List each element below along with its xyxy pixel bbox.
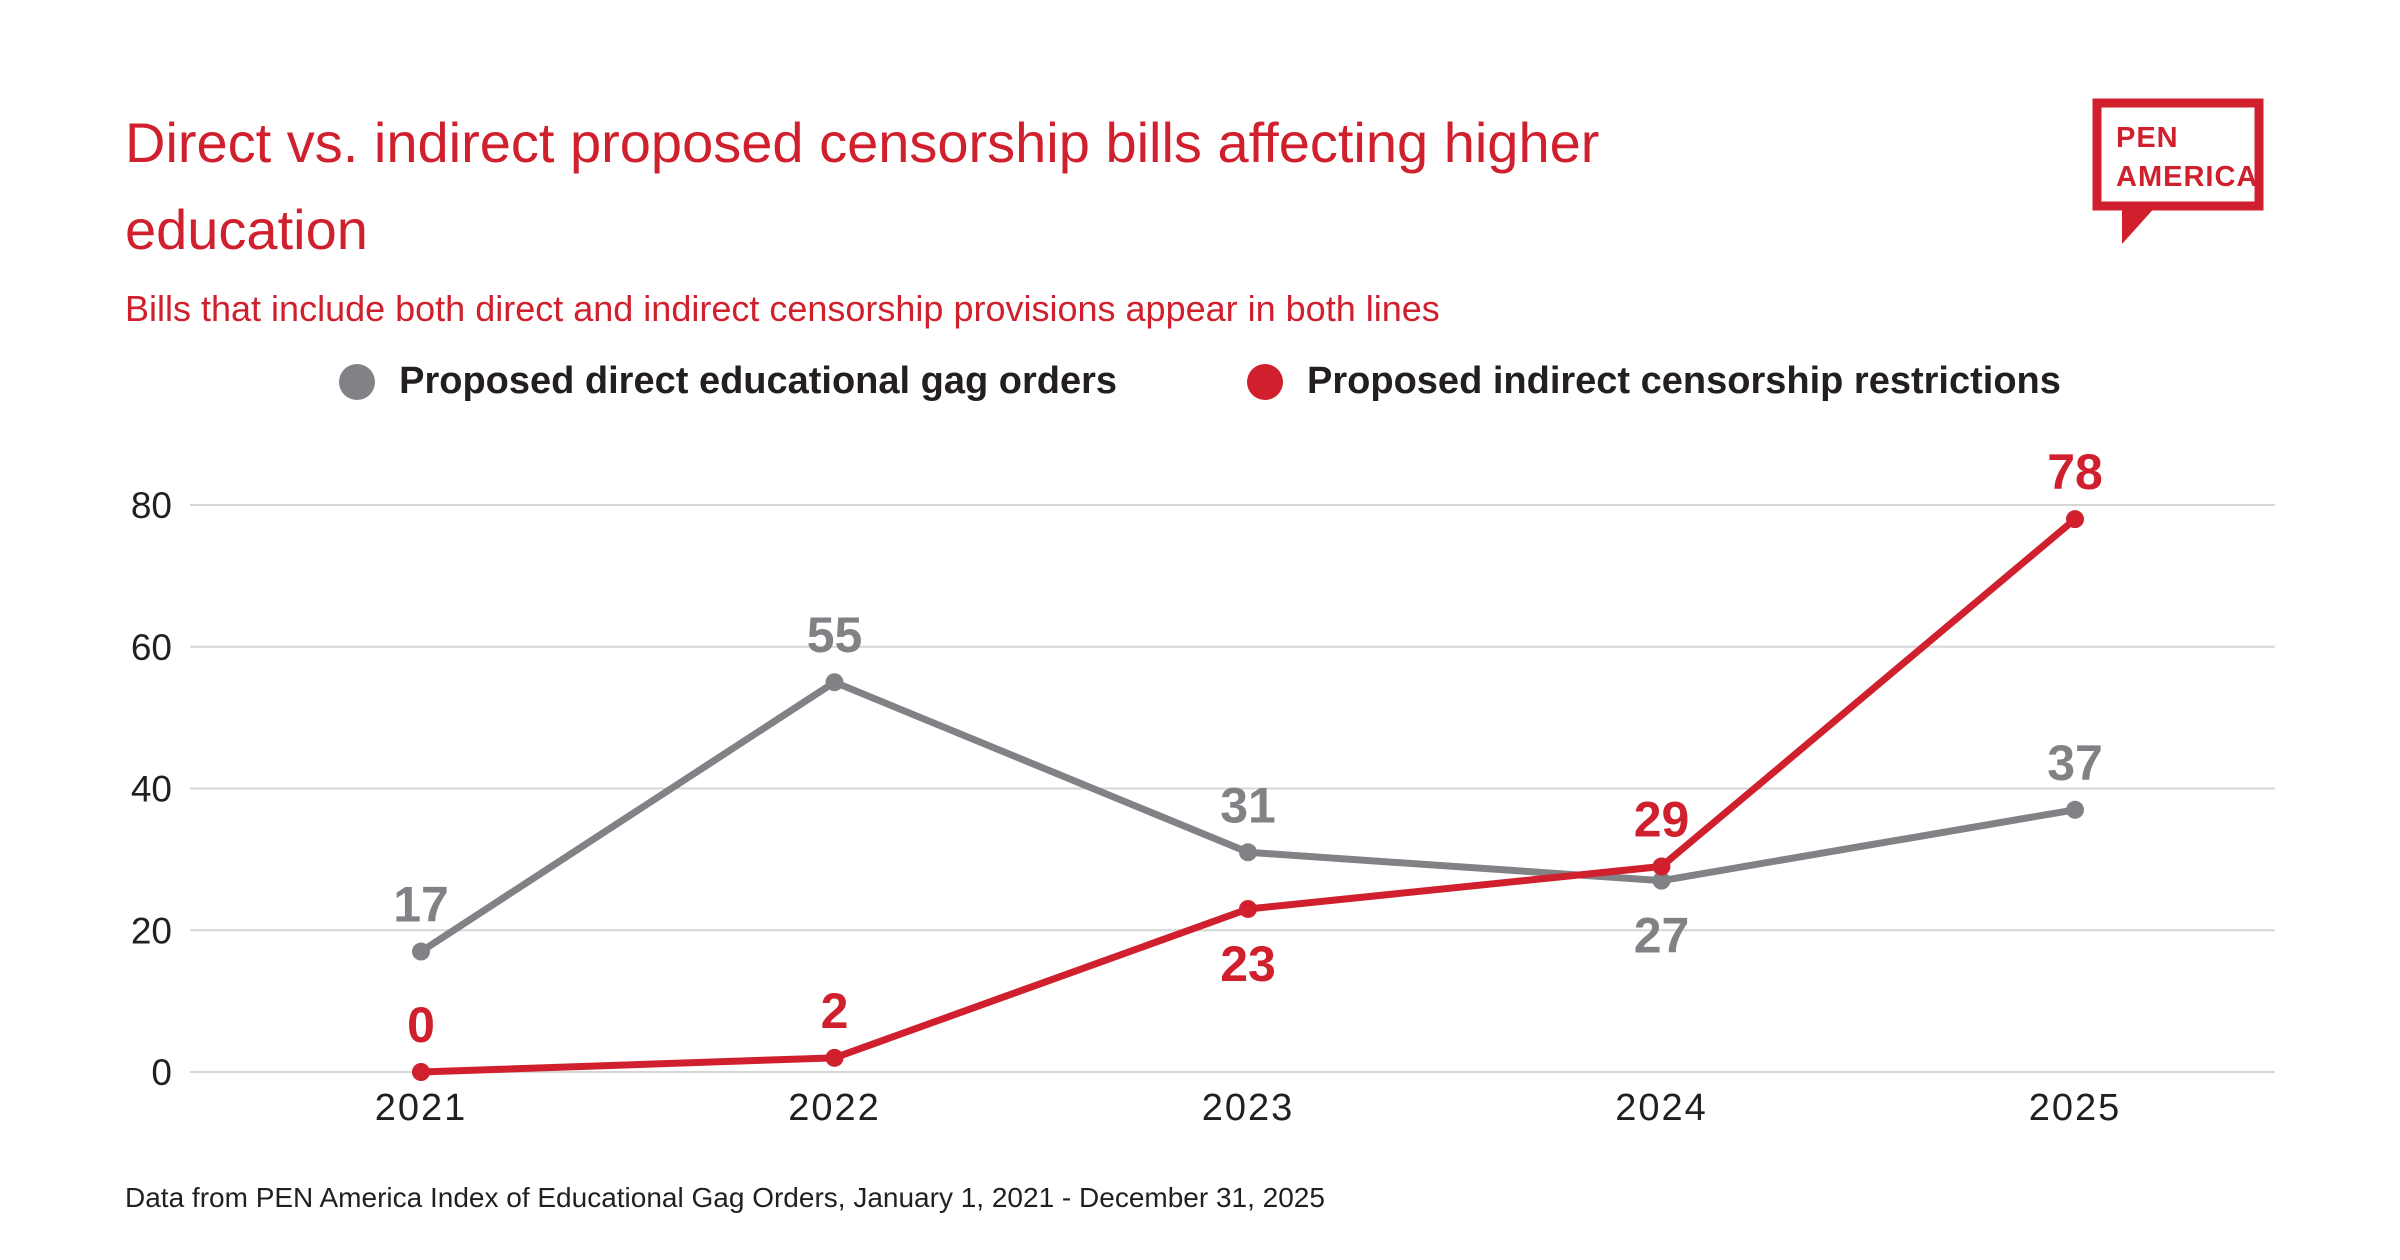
pen-america-logo: PEN AMERICA	[2092, 98, 2264, 244]
data-label: 2	[821, 983, 849, 1039]
data-point	[412, 942, 430, 961]
data-point	[2066, 510, 2084, 529]
y-tick-80: 80	[131, 485, 172, 526]
y-tick-60: 60	[131, 627, 172, 668]
logo-text-line2: AMERICA	[2116, 161, 2258, 193]
data-label: 17	[393, 877, 449, 933]
data-source-note: Data from PEN America Index of Education…	[125, 1182, 1325, 1213]
x-label-2024: 2024	[1615, 1087, 1708, 1129]
data-point	[1239, 843, 1257, 862]
y-tick-20: 20	[131, 910, 172, 951]
x-label-2025: 2025	[2029, 1087, 2122, 1129]
y-tick-0: 0	[151, 1052, 172, 1093]
x-label-2023: 2023	[1202, 1087, 1295, 1129]
legend-item-direct: Proposed direct educational gag orders	[339, 360, 1117, 403]
legend: Proposed direct educational gag orders P…	[0, 360, 2400, 403]
data-point	[825, 1048, 844, 1067]
data-label: 29	[1634, 791, 1690, 847]
data-label: 37	[2047, 735, 2103, 791]
logo-bubble-tail	[2122, 204, 2158, 244]
legend-label-direct: Proposed direct educational gag orders	[399, 360, 1118, 402]
data-point	[1239, 899, 1257, 918]
data-point	[2066, 800, 2084, 819]
x-label-2022: 2022	[788, 1087, 881, 1129]
line-chart: 0 20 40 60 80 2021 2022 2023 2024 2025 17 55 31 27 37 0…	[0, 430, 2400, 1150]
logo-bubble-outline	[2092, 98, 2264, 211]
data-label: 78	[2047, 444, 2103, 500]
chart-subtitle: Bills that include both direct and indir…	[125, 288, 1440, 329]
legend-dot-indirect	[1247, 363, 1284, 400]
chart-title: Direct vs. indirect proposed censorship …	[125, 111, 1600, 261]
x-label-2021: 2021	[375, 1087, 468, 1129]
legend-label-indirect: Proposed indirect censorship restriction…	[1307, 360, 2061, 402]
data-label: 23	[1220, 936, 1276, 992]
y-tick-40: 40	[131, 769, 172, 810]
legend-dot-direct	[339, 363, 376, 400]
data-label: 0	[407, 997, 435, 1053]
logo-text-line1: PEN	[2116, 122, 2179, 154]
legend-item-indirect: Proposed indirect censorship restriction…	[1247, 360, 2061, 403]
data-point	[1652, 871, 1671, 890]
data-point	[1652, 857, 1671, 876]
data-label: 27	[1634, 908, 1690, 964]
data-label: 55	[807, 607, 863, 663]
line-chart-svg: 0 20 40 60 80 2021 2022 2023 2024 2025 17 55 31 27 37 0…	[131, 444, 2275, 1129]
data-point	[825, 673, 844, 692]
data-label: 31	[1220, 777, 1276, 833]
data-point	[412, 1063, 430, 1081]
